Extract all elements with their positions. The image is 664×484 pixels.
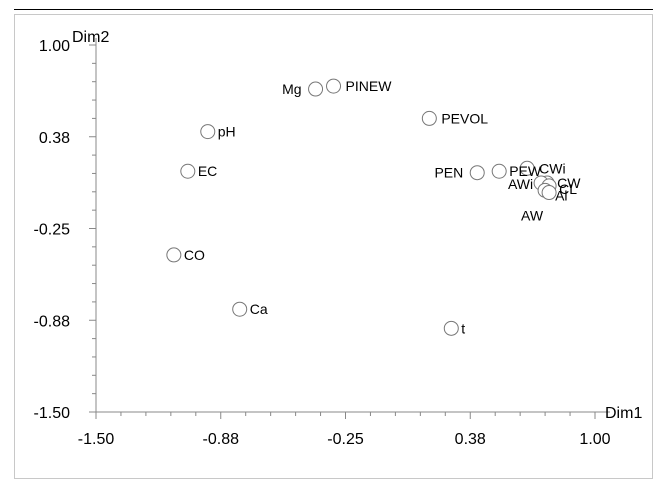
x-tick-label: -1.50 (78, 431, 115, 448)
point-marker (232, 301, 248, 317)
x-tick-label: -0.88 (203, 431, 240, 448)
x-axis-title: Dim1 (605, 405, 642, 422)
point-label: AWi (508, 176, 533, 192)
point-marker (180, 163, 196, 179)
point-ec: EC (180, 163, 217, 179)
point-label: CO (184, 247, 205, 263)
point-label: CW (557, 175, 581, 191)
point-label: PEVOL (441, 110, 488, 126)
y-axis-title: Dim2 (72, 29, 109, 46)
point-marker (541, 185, 557, 201)
point-label: CL (559, 181, 577, 197)
point-label: Al (555, 187, 567, 203)
point-marker (326, 78, 342, 94)
top-rule (14, 0, 653, 10)
point-label: AW (521, 208, 544, 224)
point-label: CWi (539, 160, 565, 176)
point-mg: Mg (282, 81, 324, 97)
x-tick-label: 1.00 (579, 431, 610, 448)
point-pen: PEN (434, 165, 485, 181)
point-co: CO (166, 247, 205, 263)
point-ph: pH (200, 124, 236, 140)
y-tick-label: -0.88 (34, 313, 71, 330)
x-tick-label: 0.38 (455, 431, 486, 448)
point-marker (491, 163, 507, 179)
chart-frame (14, 14, 653, 479)
point-marker (200, 124, 216, 140)
point-marker (421, 110, 437, 126)
point-t: t (443, 320, 465, 336)
point-marker (469, 165, 485, 181)
point-pinew: PINEW (326, 78, 393, 94)
point-pevol: PEVOL (421, 110, 488, 126)
point-marker (166, 247, 182, 263)
point-label: PINEW (346, 78, 393, 94)
point-pew: PEW (491, 163, 542, 179)
y-tick-label: 1.00 (39, 38, 70, 55)
point-label: Mg (282, 81, 301, 97)
point-label: t (461, 320, 465, 336)
point-marker (308, 81, 324, 97)
point-label: EC (198, 163, 217, 179)
point-cwi: CWi (519, 160, 566, 176)
y-tick-label: -0.25 (34, 222, 71, 239)
point-label: pH (218, 124, 236, 140)
point-label: Ca (250, 301, 268, 317)
ticks (89, 44, 596, 419)
y-tick-label: -1.50 (34, 405, 71, 422)
x-tick-label: -0.25 (327, 431, 364, 448)
point-label: PEW (509, 163, 542, 179)
y-tick-label: 0.38 (39, 130, 70, 147)
point-marker (443, 320, 459, 336)
tick-labels: -1.50 -0.88 -0.25 0.38 1.00 1.00 0.38 -0.25 -0.8… (34, 38, 611, 448)
point-marker (519, 160, 535, 176)
point-label: PEN (434, 165, 463, 181)
point-aw: AW (521, 185, 557, 224)
point-ca: Ca (232, 301, 268, 317)
